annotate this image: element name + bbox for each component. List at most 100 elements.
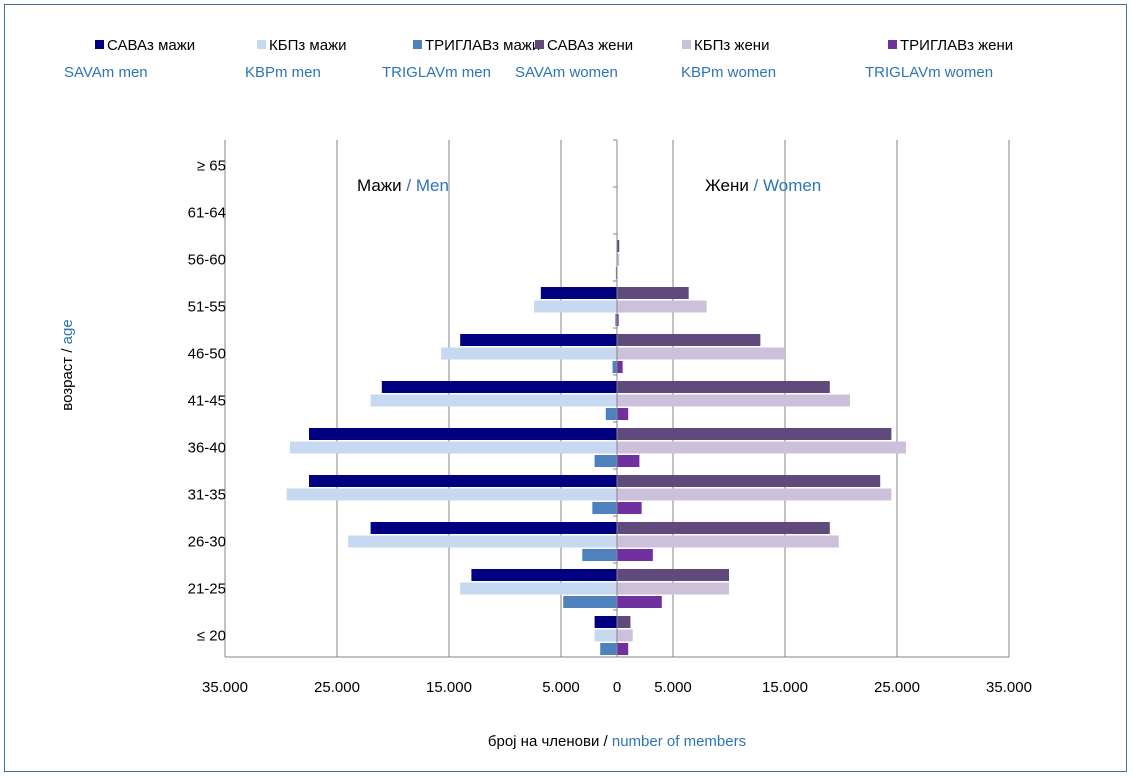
- x-tick-label: 5.000: [542, 679, 580, 696]
- axes: 35.000 25.000 15.000 5.000 0 5.000 15.000 25.00…: [188, 139, 1032, 696]
- legend-label-en: SAVAm women: [515, 64, 618, 81]
- bar: [617, 253, 620, 266]
- bar: [534, 300, 617, 313]
- legend-label: КБПз мажи: [269, 37, 346, 54]
- bar: [370, 394, 617, 407]
- y-axis-title-mk: возраст: [59, 357, 76, 411]
- y-tick-label: ≥ 65: [197, 158, 226, 175]
- legend-swatch: [95, 40, 104, 49]
- bar: [617, 488, 892, 501]
- bar: [617, 441, 906, 454]
- bar: [612, 361, 617, 373]
- legend-label: ТРИГЛАВз мажи: [425, 37, 540, 54]
- y-tick-label: 46-50: [188, 346, 226, 363]
- y-tick-label: 21-25: [188, 581, 226, 598]
- bar: [460, 582, 617, 595]
- bar: [617, 240, 620, 252]
- x-tick-label: 15.000: [426, 679, 472, 696]
- y-axis-title-en: age: [59, 319, 76, 344]
- bar: [594, 629, 617, 642]
- x-axis-title-mk: број на членови: [488, 733, 599, 750]
- y-tick-label: 26-30: [188, 534, 226, 551]
- men-label-en: Men: [416, 176, 449, 195]
- y-tick-label: 41-45: [188, 393, 226, 410]
- y-axis-title: возраст / age: [59, 319, 76, 410]
- bar: [594, 616, 617, 628]
- bar: [617, 300, 707, 313]
- y-tick-label: 51-55: [188, 299, 226, 316]
- legend-swatch: [413, 40, 422, 49]
- bar: [617, 643, 629, 655]
- bar: [594, 455, 617, 467]
- women-side-label: Жени / Women: [705, 176, 821, 195]
- bar: [617, 408, 629, 420]
- bar: [289, 441, 617, 454]
- bar: [309, 428, 617, 440]
- x-tick-label: 5.000: [654, 679, 692, 696]
- legend-swatch: [257, 40, 266, 49]
- bar: [348, 535, 617, 548]
- bar: [617, 522, 830, 534]
- legend-swatch: [682, 40, 691, 49]
- bar: [460, 334, 617, 346]
- bar: [441, 347, 617, 360]
- legend-swatch: [535, 40, 544, 49]
- bar: [617, 582, 729, 595]
- bar: [605, 408, 617, 420]
- bar: [471, 569, 617, 581]
- bar: [617, 629, 633, 642]
- bar: [615, 314, 617, 326]
- bar: [617, 314, 619, 326]
- bar: [617, 287, 689, 299]
- bar: [563, 596, 617, 608]
- bar: [617, 334, 761, 346]
- legend-label: САВАз мажи: [107, 37, 195, 54]
- legend-label-en: SAVAm men: [64, 64, 148, 81]
- y-tick-label: 61-64: [188, 205, 226, 222]
- bar: [617, 475, 881, 487]
- bars: [286, 240, 906, 655]
- men-side-label: Мажи / Men: [357, 176, 449, 195]
- women-label-en: Women: [763, 176, 821, 195]
- legend-swatch: [888, 40, 897, 49]
- legend-label-en: KBPm women: [681, 64, 776, 81]
- bar: [617, 455, 640, 467]
- bar: [617, 361, 623, 373]
- legend-label: КБПз жени: [694, 37, 769, 54]
- y-tick-label: 56-60: [188, 252, 226, 269]
- bar: [617, 616, 631, 628]
- bar: [617, 549, 653, 561]
- y-tick-label: 31-35: [188, 487, 226, 504]
- men-label: Мажи: [357, 176, 402, 195]
- legend: САВАз мажи SAVAm men КБПз мажи KBPm men ТРИГ…: [64, 37, 1013, 81]
- x-tick-label: 25.000: [314, 679, 360, 696]
- bar: [617, 535, 839, 548]
- bar: [286, 488, 617, 501]
- bar: [617, 394, 850, 407]
- x-axis-title: број на членови / number of members: [488, 733, 746, 750]
- bar: [617, 381, 830, 393]
- bar: [617, 347, 785, 360]
- legend-label-en: TRIGLAVm women: [865, 64, 993, 81]
- bar: [592, 502, 617, 514]
- bar: [617, 502, 642, 514]
- bar: [617, 428, 892, 440]
- bar: [381, 381, 617, 393]
- bar: [615, 267, 617, 279]
- bar: [582, 549, 617, 561]
- legend-label: САВАз жени: [547, 37, 633, 54]
- x-tick-label: 35.000: [986, 679, 1032, 696]
- women-label: Жени: [705, 176, 749, 195]
- y-tick-label: ≤ 20: [197, 628, 226, 645]
- bar: [617, 596, 662, 608]
- x-tick-label: 35.000: [202, 679, 248, 696]
- x-axis-title-en: number of members: [612, 733, 746, 750]
- x-tick-label: 25.000: [874, 679, 920, 696]
- bar: [617, 569, 729, 581]
- x-tick-label: 0: [613, 679, 621, 696]
- bar: [600, 643, 617, 655]
- bar: [370, 522, 617, 534]
- y-tick-label: 36-40: [188, 440, 226, 457]
- x-tick-label: 15.000: [762, 679, 808, 696]
